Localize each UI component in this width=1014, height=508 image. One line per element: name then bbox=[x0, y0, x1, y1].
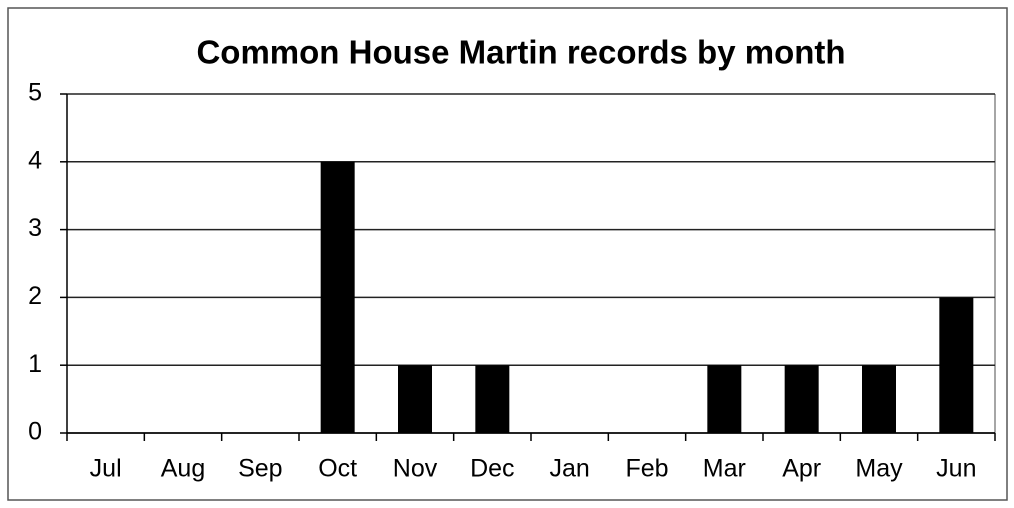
y-tick-label: 3 bbox=[28, 214, 42, 242]
x-tick-label: May bbox=[855, 455, 903, 483]
y-tick-label: 1 bbox=[28, 350, 42, 378]
bar bbox=[707, 365, 742, 433]
chart-title: Common House Martin records by month bbox=[196, 34, 845, 71]
x-tick-label: Feb bbox=[625, 455, 668, 483]
x-tick-label: Jun bbox=[936, 455, 976, 483]
bar bbox=[862, 365, 896, 433]
x-tick-label: Jan bbox=[550, 455, 590, 483]
x-tick-label: Sep bbox=[238, 455, 282, 483]
bar bbox=[398, 365, 432, 433]
x-tick-label: Dec bbox=[470, 455, 514, 483]
bar bbox=[784, 365, 819, 433]
x-tick-label: Apr bbox=[782, 455, 821, 483]
x-tick-label: Aug bbox=[161, 455, 205, 483]
x-tick-label: Nov bbox=[393, 455, 438, 483]
y-tick-label: 0 bbox=[28, 418, 42, 446]
x-tick-label: Jul bbox=[90, 455, 122, 483]
x-tick-label: Mar bbox=[703, 455, 746, 483]
bar bbox=[320, 161, 355, 434]
bar bbox=[939, 297, 974, 433]
y-tick-label: 5 bbox=[28, 79, 42, 107]
y-tick-label: 4 bbox=[28, 146, 42, 174]
x-tick-label: Oct bbox=[318, 455, 357, 483]
y-tick-label: 2 bbox=[28, 282, 42, 310]
bar bbox=[475, 365, 510, 433]
